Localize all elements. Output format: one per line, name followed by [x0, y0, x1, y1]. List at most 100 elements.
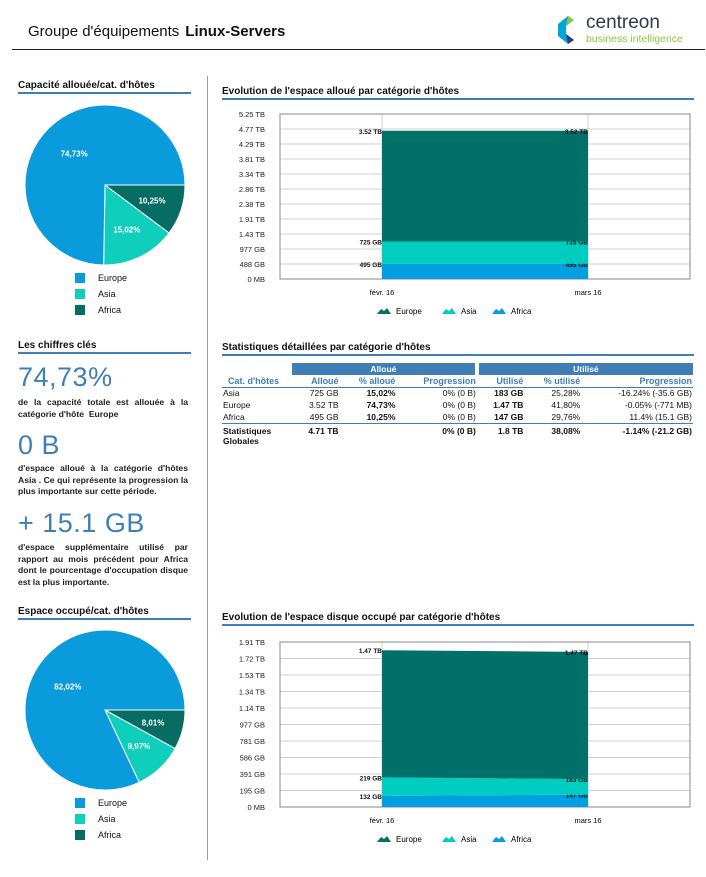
- kpi3-text: d'espace supplémentaire utilisé par rapp…: [18, 542, 188, 588]
- title-prefix: Groupe d'équipements: [28, 23, 180, 40]
- kpi3-desc-end: dont le pourcentage d'occupation disque …: [18, 565, 188, 587]
- data-label: 3.52 TB: [359, 129, 382, 136]
- pie-label: 9,97%: [128, 742, 151, 751]
- legend-label: Africa: [511, 835, 532, 844]
- logo-tagline: business intelligence: [586, 33, 683, 45]
- pie-label: 15,02%: [113, 226, 140, 235]
- legend-mountain-icon: [377, 836, 391, 842]
- data-label: 1.47 TB: [565, 650, 588, 657]
- cell: 74,73%: [366, 400, 396, 410]
- pie-label: 74,73%: [61, 150, 88, 159]
- area-africa: [382, 794, 588, 807]
- cell: 0% (0 B): [442, 411, 476, 422]
- y-tick-label: 1.91 TB: [239, 638, 265, 647]
- col-header: Cat. d'hôtes: [222, 375, 292, 388]
- legend-label: Europe: [98, 798, 128, 808]
- data-label: 495 GB: [360, 262, 383, 269]
- legend-label: Asia: [98, 289, 116, 299]
- legend-mountain-icon: [377, 308, 391, 314]
- kpi2-text: d'espace alloué à la catégorie d'hôtes A…: [18, 463, 188, 498]
- col-header: Progression: [396, 375, 477, 388]
- y-tick-label: 0 MB: [247, 803, 265, 812]
- cell: -1.14% (-21.2 GB): [581, 422, 693, 446]
- legend-swatch: [75, 273, 85, 283]
- y-tick-label: 5.25 TB: [239, 110, 265, 119]
- kpi3-desc: d'espace supplémentaire utilisé par rapp…: [18, 542, 188, 564]
- pie-slice-asia: [103, 184, 170, 266]
- table-title: Statistiques détaillées par catégorie d'…: [222, 342, 694, 356]
- cell: 11.4% (15.1 GB): [629, 411, 692, 422]
- data-label: 183 GB: [566, 777, 589, 784]
- data-label: 147 GB: [566, 793, 589, 800]
- cell: 41,80%: [551, 400, 581, 410]
- kpi2-desc-end: . Ce qui représente la progression la pl…: [18, 474, 189, 497]
- cell: 183 GB: [494, 388, 524, 399]
- title-group: Linux-Servers: [185, 23, 286, 40]
- data-label: 3.52 TB: [565, 129, 588, 136]
- legend-label: Africa: [98, 305, 122, 315]
- legend-label: Europe: [98, 273, 128, 283]
- legend-swatch: [75, 305, 85, 315]
- legend-swatch: [75, 814, 85, 824]
- kpi2-category: Asia: [18, 474, 37, 485]
- cell: 4.71 TB: [292, 422, 340, 446]
- kpi2-desc: d'espace alloué à la catégorie d'hôtes: [18, 463, 188, 473]
- allocated-area-chart: 0 MB 488 GB 977 GB 1.43 TB 1.91 TB 2.38 TB 2.8…: [239, 110, 691, 316]
- legend-item-europe: Europe: [75, 270, 127, 286]
- cell: 0% (0 B): [396, 422, 477, 446]
- band-alloue: Alloué: [292, 363, 477, 375]
- col-header: Progression: [581, 375, 693, 388]
- col-header: Alloué: [292, 375, 340, 388]
- kpi3-category: Africa: [163, 553, 188, 564]
- y-tick-label: 488 GB: [240, 260, 265, 269]
- col-header: % utilisé: [524, 375, 582, 388]
- legend-item-africa: Africa: [75, 827, 127, 843]
- y-tick-label: 195 GB: [240, 787, 265, 796]
- y-tick-label: 0 MB: [247, 275, 265, 284]
- y-tick-label: 3.34 TB: [239, 170, 265, 179]
- cell: 25,28%: [551, 388, 581, 399]
- area-africa: [382, 263, 588, 279]
- data-label: 1.47 TB: [359, 648, 382, 655]
- legend-label: Europe: [396, 307, 422, 316]
- y-tick-label: 977 GB: [240, 245, 265, 254]
- legend-label: Asia: [461, 307, 477, 316]
- cell: 0% (0 B): [442, 388, 476, 399]
- pie1-legend: Europe Asia Africa: [75, 270, 127, 318]
- legend-mountain-icon: [442, 308, 456, 314]
- area-europe: [382, 650, 588, 780]
- cell: 15,02%: [366, 388, 396, 399]
- pie2-title: Espace occupé/cat. d'hôtes: [18, 606, 191, 620]
- pie-label: 82,02%: [54, 682, 81, 691]
- chart2-title: Evolution de l'espace disque occupé par …: [222, 612, 694, 626]
- legend-swatch: [75, 289, 85, 299]
- col-header: Utilisé: [476, 375, 525, 388]
- area-asia: [382, 241, 588, 264]
- legend-label: Europe: [396, 835, 422, 844]
- cell: 495 GB: [309, 411, 339, 422]
- pie-slice-europe: [24, 104, 186, 266]
- kpi1-desc: de la capacité totale est allouée à la c…: [18, 397, 188, 419]
- data-label: 495 GB: [566, 262, 589, 269]
- header-divider: [12, 49, 705, 50]
- y-tick-label: 586 GB: [240, 753, 265, 762]
- cell: 725 GB: [309, 388, 339, 399]
- legend-item-europe: Europe: [75, 795, 127, 811]
- pie-slice-europe: [24, 629, 186, 791]
- kpi3-value: + 15.1 GB: [18, 508, 145, 538]
- legend-label: Asia: [461, 835, 477, 844]
- kpi1-category: Europe: [88, 408, 119, 419]
- chart1-title: Evolution de l'espace alloué par catégor…: [222, 86, 694, 100]
- cell: Africa: [223, 411, 245, 422]
- y-tick-label: 4.77 TB: [239, 125, 265, 134]
- area-asia: [382, 777, 588, 796]
- cell: Europe: [223, 400, 251, 410]
- col-header: % alloué: [339, 375, 397, 388]
- cell: 29,76%: [551, 411, 581, 422]
- legend-mountain-icon: [442, 836, 456, 842]
- cell: [339, 422, 397, 446]
- y-tick-label: 1.43 TB: [239, 230, 265, 239]
- key-figures-title: Les chiffres clés: [18, 340, 191, 354]
- area-europe: [382, 130, 588, 242]
- cell: 10,25%: [366, 411, 396, 422]
